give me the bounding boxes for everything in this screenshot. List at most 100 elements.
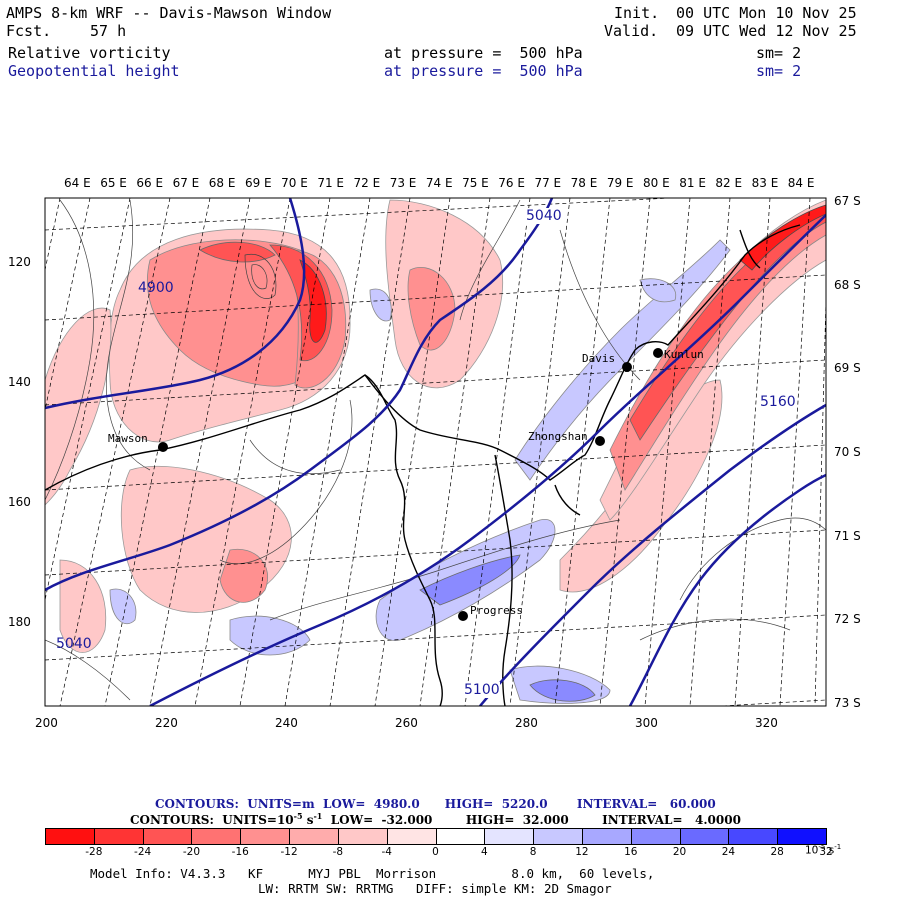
x-tick-label: 320 [755,716,778,730]
colorbar-label: 16 [624,846,638,858]
colorbar-label: 0 [432,846,439,858]
colorbar-label: 32 [819,846,833,858]
valid-label: Valid. [604,22,659,40]
colorbar-label: -8 [332,846,344,858]
init-time: 00 UTC Mon 10 Nov 25 [676,4,857,22]
colorbar-label: -28 [85,846,103,858]
station-label-mawson: Mawson [108,432,148,445]
colorbar-label: 24 [721,846,736,858]
colorbar-label: 8 [529,846,537,858]
x-tick-label: 220 [155,716,178,730]
longitude-label: 66 E [136,176,164,190]
longitude-label: 73 E [389,176,417,190]
x-tick-label: 300 [635,716,658,730]
latitude-label: 71 S [834,528,861,543]
field1-smooth: sm= 2 [756,44,802,62]
station-markers [158,348,663,621]
latitude-label: 69 S [834,361,861,376]
longitude-label: 65 E [100,176,127,190]
colorbar-unit: 10-5 s-1 [805,843,842,857]
colorbar-cell [142,828,193,845]
longitude-label: 64 E [64,176,91,190]
height-label: 5100 [464,682,500,698]
latitude-labels: 67 S 68 S 69 S 70 S 71 S 72 S 73 S [834,194,884,712]
longitude-label: 80 E [643,176,670,190]
colorbar-cell [581,828,632,845]
init-label: Init. [614,4,660,22]
longitude-label: 76 E [498,176,525,190]
colorbar-cell [679,828,730,845]
colorbar-label: 28 [770,846,784,858]
colorbar-label: 20 [672,846,687,858]
longitude-label: 79 E [606,176,634,190]
longitude-label: 83 E [751,176,779,190]
colorbar-label: -4 [381,846,392,858]
x-tick-label: 200 [35,716,58,730]
x-tick-label: 240 [275,716,298,730]
station-label-davis: Davis [582,352,616,365]
coastline [45,224,801,706]
longitude-label: 78 E [570,176,598,190]
longitude-label: 84 E [787,176,815,190]
station-label-zhongshan: Zhongshan [528,430,588,443]
colorbar-cell [289,828,339,845]
field2-smooth: sm= 2 [756,62,802,80]
plot-frame [44,197,827,707]
longitude-labels: 64 E 65 E 66 E 67 E 68 E 69 E 70 E 71 E 72 E 73 E… [64,176,824,192]
y-tick-label: 180 [8,615,31,629]
latitude-label: 70 S [834,445,861,459]
forecast-label: Fcst. [6,22,52,40]
longitude-label: 72 E [353,176,381,190]
height-label: 5040 [526,208,562,224]
colorbar-cell [93,828,144,845]
colorbar-cell [533,828,583,845]
field2-name: Geopotential height [8,62,180,80]
station-label-kunlun: Kunlun [664,348,704,361]
longitude-label: 67 E [172,176,200,190]
vorticity-shading-positive-strong [419,554,596,702]
station-label-progress: Progress [470,604,523,617]
latitude-label: 73 S [834,696,861,710]
latitude-label: 72 S [834,612,861,627]
colorbar-cell [45,828,95,845]
field1-name: Relative vorticity [8,44,171,62]
colorbar-label: -24 [134,846,152,858]
longitude-label: 74 E [425,176,453,190]
latitude-label: 68 S [834,277,861,292]
map-title: AMPS 8-km WRF -- Davis-Mawson Window [6,4,332,22]
vorticity-contour-info: CONTOURS: UNITS=10-5 s-1 LOW= -32.000 HI… [130,811,741,827]
longitude-label: 75 E [462,176,489,190]
colorbar-cell [337,828,388,845]
colorbar-label: -12 [280,846,298,858]
colorbar-cell [191,828,242,845]
height-contour-info: CONTOURS: UNITS=m LOW= 4980.0 HIGH= 5220… [155,797,716,811]
y-tick-label: 120 [8,255,31,269]
colorbar-cell [777,828,827,845]
height-label: 5160 [760,394,796,410]
graticule [45,198,826,706]
colorbar-cell [240,828,291,845]
y-tick-label: 160 [8,495,31,509]
field1-level: at pressure = 500 hPa [384,44,583,62]
colorbar-label: 12 [575,846,589,858]
valid-time: 09 UTC Wed 12 Nov 25 [676,22,857,40]
field2-level: at pressure = 500 hPa [384,62,583,80]
colorbar-cell [435,828,486,845]
colorbar-cell [386,828,437,845]
colorbar-label: -20 [182,846,201,858]
x-axis-ticks: 200 220 240 260 280 300 320 [30,716,850,732]
x-tick-label: 260 [395,716,418,730]
longitude-label: 77 E [534,176,562,190]
longitude-label: 71 E [317,176,344,190]
latitude-label: 67 S [834,194,861,208]
colorbar-label: 4 [480,846,488,858]
colorbar-cell [728,828,779,845]
longitude-label: 82 E [715,176,743,190]
model-info-line1: Model Info: V4.3.3 KF MYJ PBL Morrison 8… [90,866,655,881]
colorbar-label: -16 [231,846,249,858]
longitude-label: 69 E [244,176,272,190]
longitude-label: 81 E [679,176,706,190]
longitude-label: 68 E [208,176,236,190]
colorbar-cell [484,828,535,845]
